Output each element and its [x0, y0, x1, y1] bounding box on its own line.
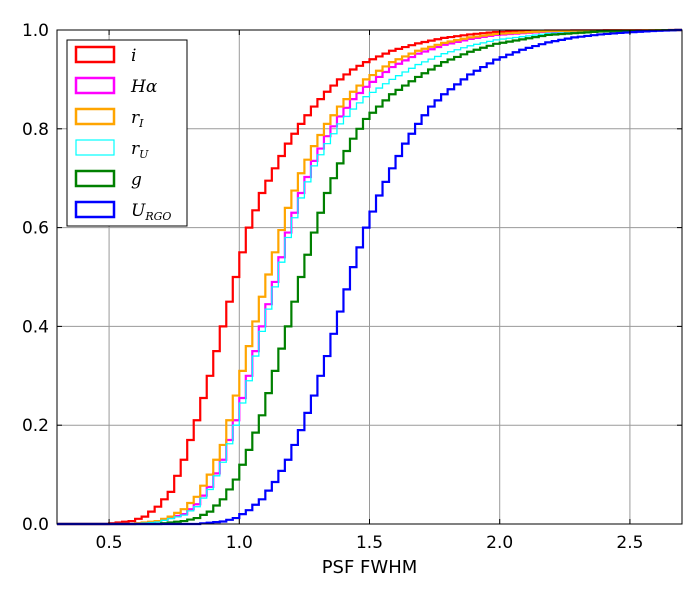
series-line-4 [57, 28, 682, 526]
legend-swatch [74, 45, 116, 64]
legend-label-main: i [131, 46, 136, 66]
y-tick-label: 1.0 [22, 21, 49, 41]
y-tick-label: 0.4 [22, 317, 49, 337]
legend-swatch [74, 169, 116, 188]
legend-swatch [74, 76, 116, 95]
legend-label: rI [131, 108, 144, 130]
y-tick-label: 0.8 [22, 120, 49, 140]
series-line-2 [57, 28, 682, 526]
legend-label-main: U [131, 201, 146, 221]
y-tick-label: 0.0 [22, 515, 49, 535]
legend-label: i [131, 46, 136, 66]
legend-label-main: r [131, 139, 140, 159]
legend-box [66, 39, 188, 227]
legend-swatch [74, 107, 116, 126]
legend-label-main: Hα [130, 77, 158, 97]
legend-label: Hα [130, 77, 158, 97]
y-tick-label: 0.2 [22, 416, 49, 436]
legend-label-main: g [131, 170, 142, 190]
y-tick-label: 0.6 [22, 219, 49, 239]
tick-labels: 0.5 1.0 1.5 2.0 2.5 0.0 0.2 0.4 0.6 0.8 1.0 [22, 21, 643, 553]
axis-ticks [57, 29, 682, 525]
legend-label-sub: U [139, 148, 149, 161]
x-tick-label: 0.5 [96, 533, 123, 553]
legend-label: g [131, 170, 142, 190]
legend-label-main: r [131, 108, 140, 128]
legend-label-sub: RGO [144, 210, 171, 223]
legend-label: rU [131, 139, 149, 161]
series-line-5 [57, 28, 682, 526]
x-axis-label: PSF FWHM [322, 557, 418, 578]
legend-label: URGO [131, 201, 171, 223]
x-tick-label: 1.0 [226, 533, 253, 553]
legend-swatch [74, 200, 116, 219]
x-tick-label: 1.5 [356, 533, 383, 553]
x-tick-label: 2.5 [616, 533, 643, 553]
legend-label-sub: I [138, 117, 144, 130]
x-tick-label: 2.0 [486, 533, 513, 553]
legend-swatch [75, 139, 115, 156]
